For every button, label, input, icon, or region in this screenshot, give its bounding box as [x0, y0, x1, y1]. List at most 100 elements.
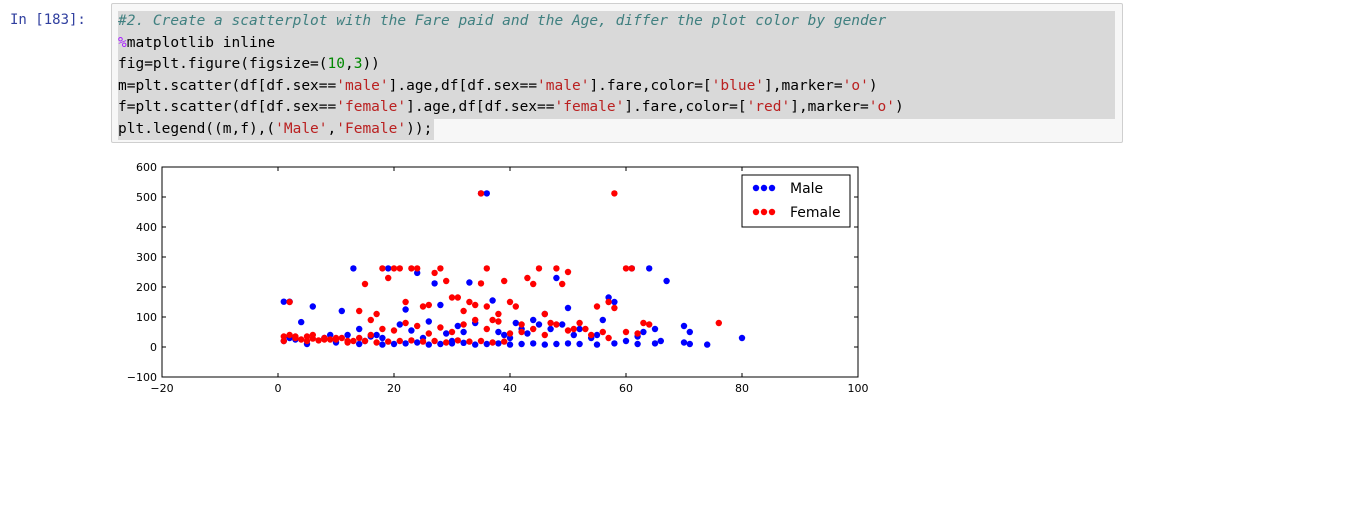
data-point-female: [622, 328, 630, 336]
data-point-male: [379, 341, 386, 348]
data-point-female: [570, 325, 577, 333]
code-token: ,: [327, 120, 337, 137]
data-point-female: [402, 319, 409, 327]
data-point-male: [663, 277, 670, 285]
code-token: %: [118, 34, 127, 51]
data-point-male: [373, 331, 380, 339]
data-point-female: [443, 277, 450, 285]
data-point-female: [321, 336, 328, 343]
data-point-female: [367, 331, 374, 339]
data-point-female: [564, 268, 572, 276]
code-token: ,: [344, 56, 354, 72]
data-point-female: [361, 280, 369, 288]
code-editor[interactable]: #2. Create a scatterplot with the Fare p…: [118, 11, 1115, 140]
data-point-female: [489, 316, 496, 324]
data-point-female: [530, 280, 537, 288]
data-point-female: [541, 310, 548, 318]
data-point-female: [634, 330, 641, 337]
data-point-male: [564, 340, 572, 347]
data-point-female: [460, 321, 467, 328]
code-line: fig=plt.figure(figsize=(10,3)): [118, 54, 1115, 76]
data-point-male: [518, 340, 525, 348]
data-point-female: [280, 337, 287, 345]
data-point-male: [593, 331, 601, 339]
data-point-male: [605, 294, 612, 301]
code-cell[interactable]: #2. Create a scatterplot with the Fare p…: [111, 3, 1123, 143]
data-point-male: [535, 321, 543, 328]
code-token: 'red': [746, 99, 791, 115]
data-point-male: [599, 316, 606, 324]
data-point-male: [350, 265, 357, 272]
data-point-male: [414, 339, 421, 346]
data-point-female: [402, 298, 409, 306]
data-point-female: [292, 333, 299, 340]
data-point-female: [477, 337, 485, 345]
data-point-female: [396, 337, 403, 345]
data-point-male: [327, 331, 334, 339]
data-point-male: [338, 307, 345, 315]
data-point-male: [646, 265, 653, 272]
data-point-male: [379, 334, 386, 342]
data-point-female: [605, 334, 612, 342]
data-point-male: [495, 340, 502, 347]
data-point-female: [518, 321, 525, 328]
y-tick-label: 0: [150, 341, 157, 354]
data-point-female: [454, 337, 461, 344]
data-point-female: [419, 338, 427, 345]
data-point-male: [651, 325, 659, 333]
data-point-male: [414, 269, 421, 277]
data-point-male: [611, 340, 618, 347]
data-point-female: [512, 303, 519, 310]
code-token: 'o': [842, 77, 869, 94]
data-point-female: [495, 310, 502, 318]
data-point-female: [344, 339, 351, 346]
data-point-female: [622, 265, 630, 272]
code-token: m=plt.scatter(df[df.sex==: [118, 77, 337, 94]
data-point-female: [483, 265, 490, 272]
code-token: ].fare,color=[: [624, 99, 747, 115]
data-point-female: [535, 265, 543, 272]
data-point-female: [373, 310, 380, 318]
x-tick-label: 20: [387, 382, 401, 395]
data-point-female: [530, 325, 537, 333]
data-point-male: [680, 322, 688, 330]
code-token: ));: [406, 120, 433, 137]
data-point-female: [582, 325, 589, 333]
data-point-male: [506, 334, 514, 342]
scatter-plot: −20 0 20 40 60 80 100 −100 0 100 200 300 400 500 600 Ma…: [127, 161, 869, 395]
data-point-male: [472, 341, 479, 348]
y-tick-label: 400: [136, 221, 157, 234]
data-point-female: [396, 265, 403, 272]
output-area: −20 0 20 40 60 80 100 −100 0 100 200 300 400 500 600 Ma…: [111, 155, 891, 405]
code-token: 'Female': [336, 120, 407, 137]
data-point-male: [541, 341, 548, 348]
x-tick-label: −20: [150, 382, 173, 395]
data-point-female: [332, 334, 340, 342]
data-point-female: [518, 328, 525, 336]
data-point-male: [553, 274, 560, 282]
data-point-male: [495, 328, 502, 336]
data-point-female: [431, 269, 438, 277]
data-point-male: [559, 321, 566, 328]
data-point-male: [356, 325, 363, 333]
data-point-female: [466, 298, 473, 306]
data-point-female: [524, 274, 531, 282]
code-token: ): [868, 77, 878, 94]
data-point-female: [338, 334, 345, 342]
data-point-female: [483, 325, 490, 333]
data-point-female: [298, 336, 305, 343]
data-point-female: [408, 265, 415, 272]
data-point-female: [460, 307, 467, 315]
data-point-male: [460, 328, 467, 336]
code-token: matplotlib inline: [126, 34, 276, 51]
data-point-male: [547, 325, 554, 333]
legend-marker-male: [768, 184, 776, 192]
code-line: %matplotlib inline: [118, 32, 1115, 54]
code-token: 'female': [554, 99, 625, 115]
data-point-female: [593, 303, 601, 310]
code-line: plt.legend((m,f),('Male','Female'));: [118, 118, 435, 140]
data-point-male: [298, 318, 305, 326]
y-tick-label: 600: [136, 161, 157, 174]
data-point-female: [425, 330, 432, 337]
data-point-female: [640, 319, 647, 327]
